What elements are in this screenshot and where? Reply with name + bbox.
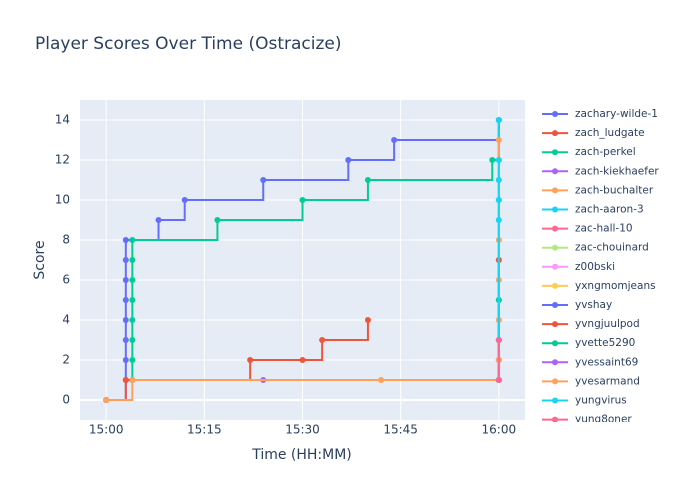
data-point [181,197,188,203]
series-line [131,120,500,380]
data-point [299,197,306,203]
legend-marker [552,149,558,156]
data-point [260,177,267,183]
data-point [495,337,502,343]
data-point [495,137,502,143]
data-point [129,357,136,363]
legend-marker [552,416,558,422]
y-axis-title: Score [32,240,48,279]
data-point [129,377,136,383]
legend-marker [552,302,558,308]
x-tick-label: 15:15 [187,423,222,437]
data-point [155,217,162,223]
y-tick-label: 4 [62,313,70,327]
data-point [489,157,496,163]
data-point [129,337,136,343]
data-point [129,317,136,323]
legend-label: yvessaint69 [575,356,638,368]
legend-label: zachary-wilde-1 [575,108,658,120]
data-point [495,197,502,203]
legend-label: zach-buchalter [575,184,654,196]
data-point [129,257,136,263]
y-tick-label: 0 [62,393,70,407]
legend-marker [552,187,558,194]
data-point [122,277,129,283]
legend-label: z00bski [575,261,615,273]
data-point [247,357,254,363]
legend-marker [552,397,558,404]
data-point [214,217,221,223]
legend-label: yvesarmand [575,375,640,387]
data-point [122,257,129,263]
series-line [106,120,500,401]
legend-label: yxngmomjeans [575,280,656,292]
data-point [364,177,371,183]
x-tick-label: 15:30 [285,423,320,437]
y-tick-label: 8 [62,233,70,247]
data-point [299,357,306,363]
legend-marker [552,111,558,117]
data-point [122,357,129,363]
legend-label: yvngjuulpod [575,318,640,330]
legend-marker [552,282,558,289]
legend-marker [552,263,558,270]
data-point [122,377,129,383]
y-tick-label: 2 [62,353,70,367]
legend-marker [552,206,558,213]
x-tick-label: 16:00 [482,423,517,437]
data-point [129,237,136,243]
data-point [378,377,385,383]
data-point [122,297,129,303]
legend-label: zac-hall-10 [575,223,633,235]
y-tick-label: 6 [62,273,70,287]
data-point [319,337,326,343]
data-point [391,137,398,143]
data-point [495,377,502,383]
legend-label: zac-chouinard [575,242,649,254]
data-point [364,317,371,323]
legend-label: yung8oner [575,414,632,426]
legend-marker [552,130,558,137]
data-point [495,117,502,123]
data-point [495,157,502,163]
y-tick-label: 10 [55,193,70,207]
data-point [129,297,136,303]
y-tick-label: 12 [55,153,70,167]
x-tick-label: 15:45 [383,423,418,437]
x-axis-title: Time (HH:MM) [251,447,352,463]
legend-marker [552,359,558,366]
data-point [345,157,352,163]
chart-title: Player Scores Over Time (Ostracize) [35,34,342,54]
legend-marker [552,378,558,385]
legend-label: yvette5290 [575,337,635,349]
data-point [122,337,129,343]
legend-label: zach_ludgate [575,127,645,139]
x-tick-label: 15:00 [89,423,124,437]
legend-label: zach-kiekhaefer [575,165,659,177]
legend-marker [552,340,558,347]
legend-label: yvshay [575,299,612,311]
legend-label: yungvirus [575,395,627,407]
data-point [129,277,136,283]
legend: zachary-wilde-1 zach_ludgate zach-perkel za… [542,108,659,426]
legend-marker [552,321,558,328]
legend-marker [552,225,558,232]
series-line [106,320,369,401]
data-point [103,397,110,403]
legend-marker [552,244,558,251]
data-point [122,237,129,243]
legend-label: zach-perkel [575,146,636,158]
legend-label: zach-aaron-3 [575,204,644,216]
legend-marker [552,168,558,175]
y-tick-label: 14 [55,113,70,127]
data-point [122,317,129,323]
